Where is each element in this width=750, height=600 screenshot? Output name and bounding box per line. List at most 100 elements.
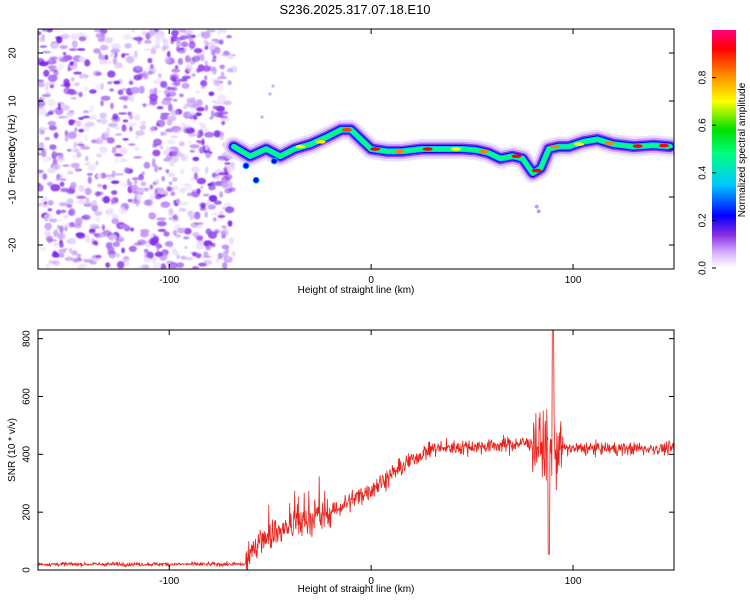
y-tick-label: 0 bbox=[22, 567, 33, 573]
noise-blob bbox=[196, 177, 206, 185]
noise-blob bbox=[203, 259, 212, 266]
noise-blob bbox=[128, 143, 136, 146]
noise-blob bbox=[118, 207, 127, 215]
noise-blob bbox=[156, 106, 164, 110]
noise-blob bbox=[91, 204, 99, 212]
noise-blob bbox=[66, 111, 75, 116]
noise-blob bbox=[179, 141, 185, 147]
noise-blob bbox=[174, 224, 182, 229]
noise-blob bbox=[99, 146, 108, 154]
noise-blob bbox=[128, 80, 134, 86]
noise-blob bbox=[204, 104, 209, 112]
x-tick-label: 0 bbox=[368, 576, 374, 587]
noise-blob bbox=[166, 139, 176, 145]
noise-blob bbox=[72, 223, 82, 229]
noise-blob bbox=[197, 33, 201, 38]
noise-blob bbox=[176, 40, 182, 48]
noise-blob bbox=[160, 263, 167, 269]
noise-blob bbox=[135, 130, 145, 136]
noise-blob bbox=[77, 263, 86, 269]
noise-blob bbox=[218, 39, 224, 45]
noise-blob bbox=[196, 98, 203, 107]
noise-blob bbox=[93, 233, 100, 237]
noise-blob bbox=[177, 29, 186, 33]
y-tick-label: -10 bbox=[8, 189, 19, 204]
noise-blob bbox=[124, 42, 132, 49]
noise-blob bbox=[221, 181, 229, 189]
noise-blob bbox=[140, 181, 147, 187]
noise-blob bbox=[179, 35, 188, 40]
noise-blob bbox=[211, 50, 216, 56]
noise-blob bbox=[69, 48, 77, 51]
noise-blob bbox=[38, 169, 44, 174]
noise-blob bbox=[114, 126, 120, 130]
noise-blob bbox=[84, 263, 88, 268]
noise-blob bbox=[73, 82, 80, 87]
noise-blob bbox=[204, 46, 209, 50]
noise-blob bbox=[47, 120, 57, 127]
noise-blob bbox=[130, 86, 141, 94]
noise-blob bbox=[183, 104, 188, 110]
noise-blob bbox=[204, 143, 210, 151]
noise-blob bbox=[152, 158, 156, 166]
noise-blob bbox=[96, 153, 103, 158]
noise-blob bbox=[70, 181, 77, 189]
noise-blob bbox=[73, 141, 78, 149]
noise-blob bbox=[46, 263, 50, 268]
noise-blob bbox=[158, 167, 162, 170]
y-tick-label: 200 bbox=[22, 503, 33, 520]
noise-blob bbox=[164, 241, 174, 247]
noise-blob bbox=[166, 172, 175, 177]
noise-blob bbox=[121, 182, 129, 188]
noise-blob bbox=[84, 85, 88, 93]
noise-blob bbox=[217, 252, 223, 260]
noise-blob bbox=[82, 115, 90, 119]
noise-blob bbox=[90, 200, 97, 206]
noise-blob bbox=[167, 115, 177, 122]
noise-blob bbox=[111, 218, 119, 225]
noise-blob bbox=[108, 122, 118, 128]
noise-blob bbox=[78, 56, 86, 63]
noise-blob bbox=[128, 95, 135, 102]
noise-blob bbox=[212, 105, 220, 110]
noise-blob bbox=[160, 201, 171, 208]
noise-blob bbox=[176, 198, 181, 205]
noise-blob bbox=[120, 158, 128, 163]
noise-blob bbox=[163, 157, 172, 162]
noise-blob bbox=[153, 262, 162, 269]
noise-blob bbox=[70, 96, 77, 100]
noise-blob bbox=[115, 253, 120, 258]
noise-blob bbox=[208, 185, 217, 191]
noise-blob bbox=[84, 187, 92, 196]
noise-blob bbox=[135, 193, 143, 201]
noise-blob bbox=[63, 87, 71, 95]
spectrogram-ridge bbox=[223, 119, 674, 214]
noise-blob bbox=[72, 258, 80, 263]
noise-blob bbox=[170, 82, 175, 86]
noise-blob bbox=[200, 54, 205, 62]
noise-blob bbox=[171, 86, 178, 92]
noise-blob bbox=[217, 111, 224, 118]
noise-blob bbox=[195, 243, 205, 250]
noise-blob bbox=[119, 147, 128, 155]
noise-blob bbox=[93, 29, 104, 33]
noise-blob bbox=[120, 88, 128, 91]
noise-blob bbox=[193, 222, 204, 225]
noise-blob bbox=[122, 138, 129, 141]
noise-blob bbox=[134, 114, 141, 121]
noise-blob bbox=[222, 261, 228, 269]
noise-blob bbox=[227, 220, 233, 227]
noise-blob bbox=[114, 173, 125, 176]
noise-blob bbox=[208, 195, 218, 202]
noise-blob bbox=[92, 240, 98, 245]
noise-blob bbox=[221, 244, 230, 250]
noise-blob bbox=[48, 125, 57, 131]
noise-blob bbox=[224, 206, 235, 214]
noise-blob bbox=[122, 119, 129, 123]
noise-blob bbox=[106, 137, 115, 144]
noise-blob bbox=[226, 35, 232, 39]
ridge-fragment bbox=[270, 157, 278, 165]
noise-blob bbox=[54, 107, 64, 115]
noise-blob bbox=[130, 227, 135, 232]
noise-blob bbox=[81, 214, 91, 221]
